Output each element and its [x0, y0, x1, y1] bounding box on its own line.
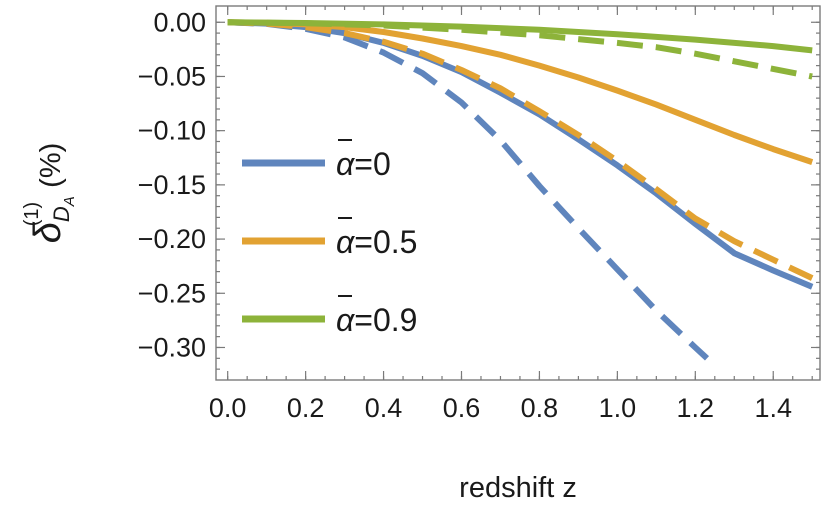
- x-axis-title: redshift z: [459, 472, 577, 504]
- y-axis-superscript: (1): [21, 202, 43, 226]
- x-tick-label: 0.4: [365, 393, 403, 423]
- x-tick-label: 0.6: [443, 393, 481, 423]
- series-layer: [227, 19, 814, 361]
- legend-value: =0.9: [354, 302, 417, 338]
- x-tick-label: 1.4: [754, 393, 792, 423]
- x-tick-label: 1.2: [677, 393, 715, 423]
- y-tick-label: −0.15: [138, 170, 206, 200]
- legend-value: =0: [354, 146, 390, 182]
- legend-symbol: α: [336, 224, 355, 260]
- y-tick-label: −0.05: [138, 61, 206, 91]
- x-tick-label: 0.0: [209, 393, 247, 423]
- legend-symbol: α: [336, 302, 355, 338]
- x-tick-label: 0.2: [287, 393, 325, 423]
- legend-symbol: α: [336, 146, 355, 182]
- y-axis-symbol: δ: [27, 221, 69, 243]
- y-tick-label: −0.25: [138, 278, 206, 308]
- legend-label: α=0.9: [336, 302, 417, 338]
- y-axis-title: δDA (1) (%): [21, 143, 78, 244]
- y-axis-unit: (%): [35, 143, 67, 188]
- y-tick-label: −0.30: [138, 332, 206, 362]
- series-line-3-dashed: [227, 19, 814, 281]
- x-tick-label: 1.0: [599, 393, 637, 423]
- axis-ticks: [216, 6, 820, 380]
- legend-value: =0.5: [354, 224, 417, 260]
- y-tick-label: −0.10: [138, 116, 206, 146]
- y-tick-label: 0.00: [153, 7, 206, 37]
- legend: α=0α=0.5α=0.9: [242, 139, 417, 338]
- svg-text:δDA(1)(%): δDA (1) (%): [21, 143, 78, 244]
- y-axis-subsubscript: A: [61, 196, 78, 207]
- plot-frame: [215, 5, 821, 381]
- y-axis-subscript: D: [49, 206, 74, 222]
- series-line-5-dashed: [227, 19, 813, 80]
- x-tick-label: 0.8: [521, 393, 559, 423]
- tick-labels: 0.0 0.2 0.4 0.6 0.8 1.0 1.2 1.4 0.00 −0.05 −0.10 −0…: [138, 7, 792, 423]
- legend-label: α=0.5: [336, 224, 417, 260]
- y-tick-label: −0.20: [138, 224, 206, 254]
- legend-label: α=0: [336, 146, 391, 182]
